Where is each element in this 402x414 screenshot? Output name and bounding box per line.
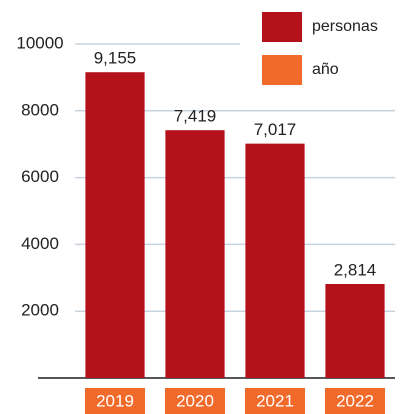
bar bbox=[245, 143, 305, 378]
y-tick-label: 4000 bbox=[21, 234, 59, 253]
bar bbox=[325, 284, 385, 378]
x-tick-label: 2022 bbox=[336, 391, 374, 410]
y-tick-label: 2000 bbox=[21, 301, 59, 320]
bar bbox=[85, 72, 145, 379]
x-tick-label: 2021 bbox=[256, 391, 294, 410]
value-label: 9,155 bbox=[94, 49, 137, 68]
legend-label: personas bbox=[312, 18, 378, 35]
legend-swatch bbox=[262, 12, 302, 42]
value-label: 7,419 bbox=[174, 107, 217, 126]
y-tick-label: 8000 bbox=[21, 100, 59, 119]
category-label-bg bbox=[325, 388, 385, 414]
x-tick-label: 2020 bbox=[176, 391, 214, 410]
value-label: 2,814 bbox=[334, 260, 377, 279]
legend-swatch bbox=[262, 55, 302, 85]
value-label: 7,017 bbox=[254, 120, 297, 139]
legend-label: año bbox=[312, 61, 339, 78]
category-label-bg bbox=[165, 388, 225, 414]
y-tick-label: 6000 bbox=[21, 167, 59, 186]
bar bbox=[165, 130, 225, 378]
category-label-bg bbox=[85, 388, 145, 414]
x-tick-label: 2019 bbox=[96, 391, 134, 410]
y-tick-label: 10000 bbox=[16, 33, 63, 52]
category-label-bg bbox=[245, 388, 305, 414]
